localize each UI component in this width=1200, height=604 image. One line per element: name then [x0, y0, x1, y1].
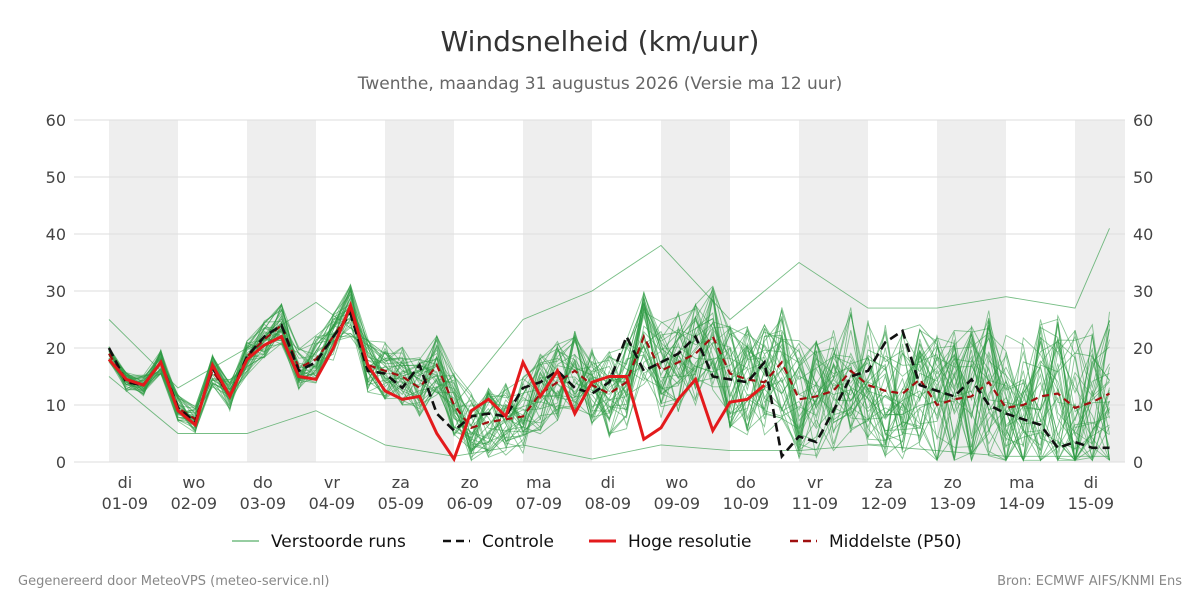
x-tick-date: 08-09: [585, 494, 632, 513]
x-tick-day: vr: [324, 473, 340, 492]
main-series: [107, 300, 1110, 463]
x-tick-date: 07-09: [516, 494, 563, 513]
x-tick-day: ma: [526, 473, 551, 492]
y-tick-label-left: 60: [46, 111, 66, 130]
ensemble-run: [108, 286, 1110, 462]
chart-title: Windsnelheid (km/uur): [441, 25, 760, 58]
x-tick-date: 06-09: [447, 494, 494, 513]
ensemble-run: [108, 295, 1110, 462]
x-tick-day: zo: [944, 473, 962, 492]
ensemble-run: [108, 298, 1110, 461]
x-axis: di 01-09 wo 02-09 do 03-09 vr 04-09 za 05-09 zo 06-…: [102, 473, 1115, 513]
hires-line: [107, 300, 766, 463]
x-tick-date: 01-09: [102, 494, 149, 513]
y-tick-label-left: 0: [56, 453, 66, 472]
y-tick-label-left: 30: [46, 282, 66, 301]
ensemble-run: [108, 298, 1110, 450]
legend-label: Verstoorde runs: [271, 532, 406, 552]
ensemble-run: [108, 285, 1110, 463]
chart-subtitle: Twenthe, maandag 31 augustus 2026 (Versi…: [357, 74, 842, 94]
x-tick-date: 11-09: [792, 494, 839, 513]
y-tick-label-right: 20: [1133, 339, 1153, 358]
footer-source: Bron: ECMWF AIFS/KNMI Ens: [997, 574, 1182, 589]
x-tick-date: 13-09: [930, 494, 977, 513]
control-line: [107, 310, 1110, 460]
x-tick-day: wo: [182, 473, 205, 492]
y-tick-label-right: 40: [1133, 225, 1153, 244]
x-tick-day: di: [118, 473, 133, 492]
y-tick-label-left: 20: [46, 339, 66, 358]
legend: Verstoorde runs Controle Hoge resolutie Mid…: [232, 532, 962, 552]
x-tick-date: 03-09: [240, 494, 287, 513]
x-tick-date: 02-09: [171, 494, 218, 513]
y-axis-right: 0 10 20 30 40 50 60: [1133, 111, 1153, 472]
footer-generated-by: Gegenereerd door MeteoVPS (meteo-service…: [18, 574, 329, 589]
y-tick-label-left: 10: [46, 396, 66, 415]
y-tick-label-right: 60: [1133, 111, 1153, 130]
y-tick-label-right: 50: [1133, 168, 1153, 187]
x-tick-day: za: [392, 473, 410, 492]
x-tick-day: wo: [665, 473, 688, 492]
x-tick-date: 04-09: [309, 494, 356, 513]
x-tick-date: 15-09: [1068, 494, 1115, 513]
x-tick-date: 14-09: [999, 494, 1046, 513]
ensemble-run: [108, 298, 1110, 454]
legend-label: Hoge resolutie: [628, 532, 752, 552]
y-tick-label-left: 50: [46, 168, 66, 187]
ensemble-run: [108, 310, 1110, 462]
x-tick-date: 05-09: [378, 494, 425, 513]
y-tick-label-left: 40: [46, 225, 66, 244]
x-tick-day: do: [736, 473, 756, 492]
y-tick-label-right: 10: [1133, 396, 1153, 415]
x-tick-day: do: [253, 473, 273, 492]
y-axis-left: 0 10 20 30 40 50 60: [46, 111, 66, 472]
x-tick-day: za: [875, 473, 893, 492]
x-tick-date: 10-09: [723, 494, 770, 513]
y-tick-label-right: 0: [1133, 453, 1143, 472]
ensemble-run: [108, 308, 1110, 458]
x-tick-date: 12-09: [861, 494, 908, 513]
grid-lines: [74, 119, 1125, 463]
ensemble-run: [108, 295, 1110, 462]
y-tick-label-right: 30: [1133, 282, 1153, 301]
legend-label: Middelste (P50): [829, 532, 962, 552]
x-tick-date: 09-09: [654, 494, 701, 513]
legend-label: Controle: [482, 532, 554, 552]
x-tick-day: di: [601, 473, 616, 492]
x-tick-day: di: [1084, 473, 1099, 492]
x-tick-day: vr: [807, 473, 823, 492]
x-tick-day: ma: [1009, 473, 1034, 492]
x-tick-day: zo: [461, 473, 479, 492]
